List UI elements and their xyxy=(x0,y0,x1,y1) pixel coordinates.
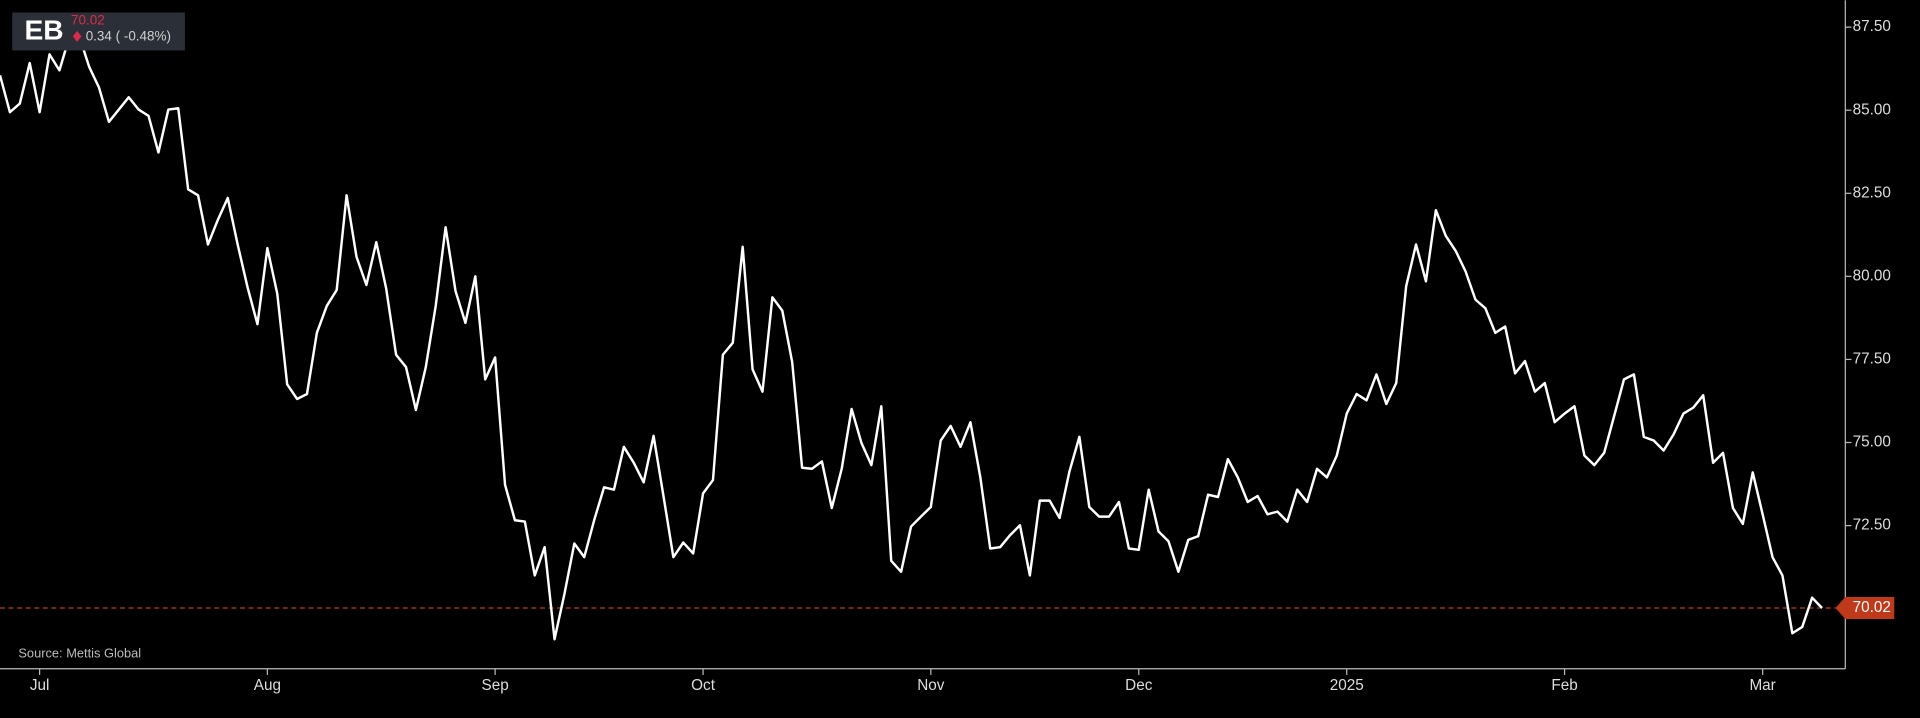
price-line xyxy=(0,34,1823,641)
plot-area xyxy=(0,34,1846,641)
last-price-label: 70.02 xyxy=(1853,599,1891,616)
x-tick-label: Dec xyxy=(1125,677,1153,694)
last-price-tag xyxy=(1835,596,1895,620)
y-tick-label: 80.00 xyxy=(1853,267,1891,284)
x-tick-label: Mar xyxy=(1749,677,1775,694)
source: Source: Mettis Global xyxy=(18,645,141,660)
x-tick-label: Oct xyxy=(691,677,716,694)
price-change: 0.34 ( -0.48%) xyxy=(86,29,171,44)
y-tick-label: 75.00 xyxy=(1853,434,1891,451)
ticker-box xyxy=(12,12,185,51)
y-tick-label: 82.50 xyxy=(1853,184,1891,201)
y-tick-label: 77.50 xyxy=(1853,350,1891,367)
y-tick-label: 72.50 xyxy=(1853,517,1891,534)
x-tick-label: Sep xyxy=(482,677,509,694)
x-tick-label: Feb xyxy=(1551,677,1577,694)
y-tick-label: 87.50 xyxy=(1853,18,1891,35)
y-tick-label: 85.00 xyxy=(1853,101,1891,118)
x-tick-label: 2025 xyxy=(1330,677,1364,694)
ticker: EB xyxy=(24,14,63,45)
x-tick-label: Aug xyxy=(254,677,281,694)
last-price: 70.02 xyxy=(71,13,105,28)
x-tick-label: Jul xyxy=(30,677,50,694)
x-tick-label: Nov xyxy=(917,677,945,694)
